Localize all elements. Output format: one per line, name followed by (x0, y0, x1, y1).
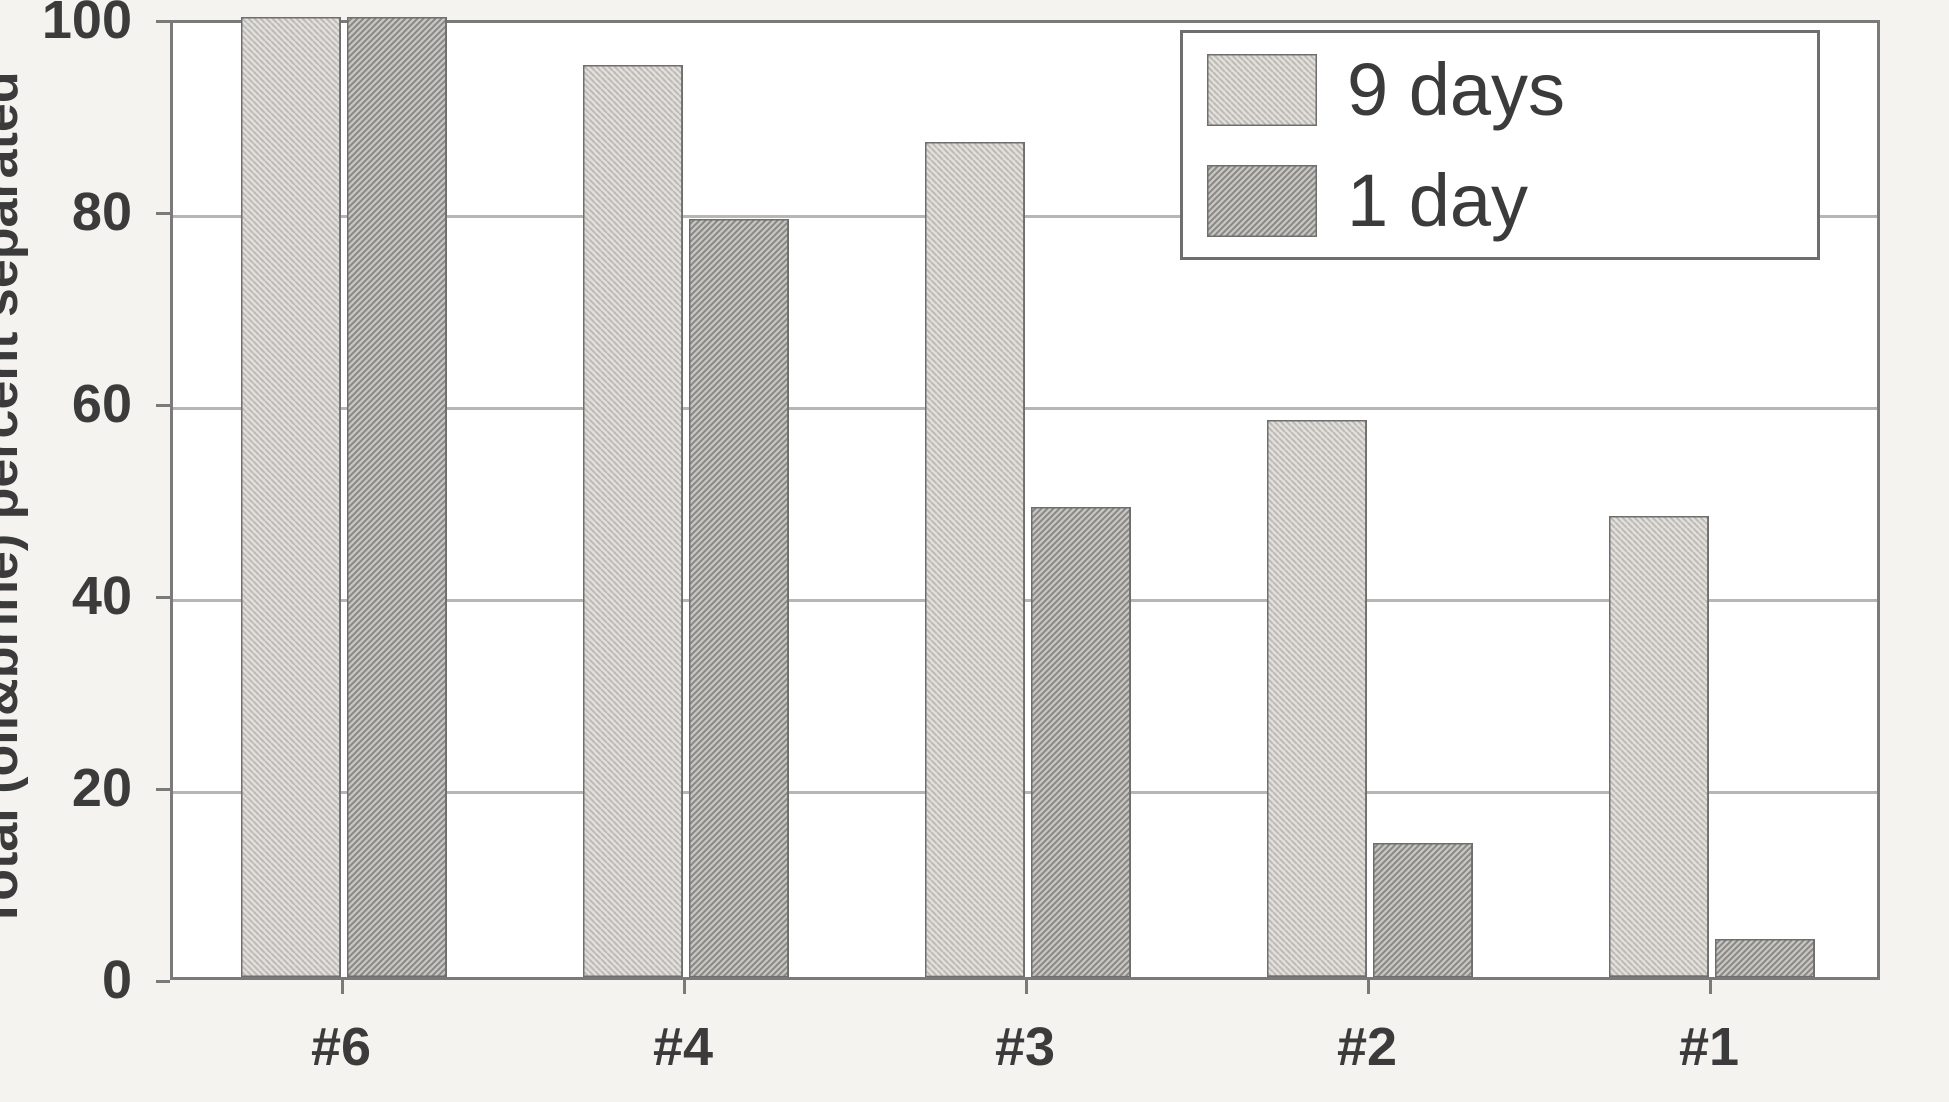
x-tick-label: #4 (653, 1016, 713, 1078)
bar (1267, 420, 1367, 977)
bar (347, 17, 447, 977)
legend-swatch (1207, 165, 1317, 237)
legend-swatch (1207, 54, 1317, 126)
legend: 9 days 1 day (1180, 30, 1820, 260)
y-tick-label: 100 (0, 0, 132, 51)
x-tick-mark (341, 980, 344, 994)
legend-item: 1 day (1207, 158, 1793, 243)
legend-label: 1 day (1347, 158, 1528, 243)
legend-label: 9 days (1347, 47, 1565, 132)
x-tick-label: #6 (311, 1016, 371, 1078)
x-tick-label: #1 (1679, 1016, 1739, 1078)
y-tick-label: 60 (0, 373, 132, 435)
y-tick-mark (156, 596, 170, 599)
y-tick-label: 80 (0, 181, 132, 243)
x-tick-label: #3 (995, 1016, 1055, 1078)
x-tick-mark (1709, 980, 1712, 994)
y-tick-mark (156, 788, 170, 791)
x-tick-mark (1367, 980, 1370, 994)
bar (1373, 843, 1473, 977)
y-tick-mark (156, 212, 170, 215)
bar (583, 65, 683, 977)
bar (689, 219, 789, 977)
y-tick-mark (156, 980, 170, 983)
bar (1031, 507, 1131, 977)
bar (1609, 516, 1709, 977)
x-tick-mark (683, 980, 686, 994)
y-tick-mark (156, 404, 170, 407)
bar (925, 142, 1025, 977)
x-tick-mark (1025, 980, 1028, 994)
bar (1715, 939, 1815, 977)
x-tick-label: #2 (1337, 1016, 1397, 1078)
y-tick-label: 40 (0, 565, 132, 627)
y-tick-mark (156, 20, 170, 23)
y-tick-label: 20 (0, 757, 132, 819)
legend-item: 9 days (1207, 47, 1793, 132)
y-tick-label: 0 (0, 949, 132, 1011)
bar (241, 17, 341, 977)
chart-canvas: Total (oil&brine) percent separated 9 da… (0, 0, 1949, 1102)
